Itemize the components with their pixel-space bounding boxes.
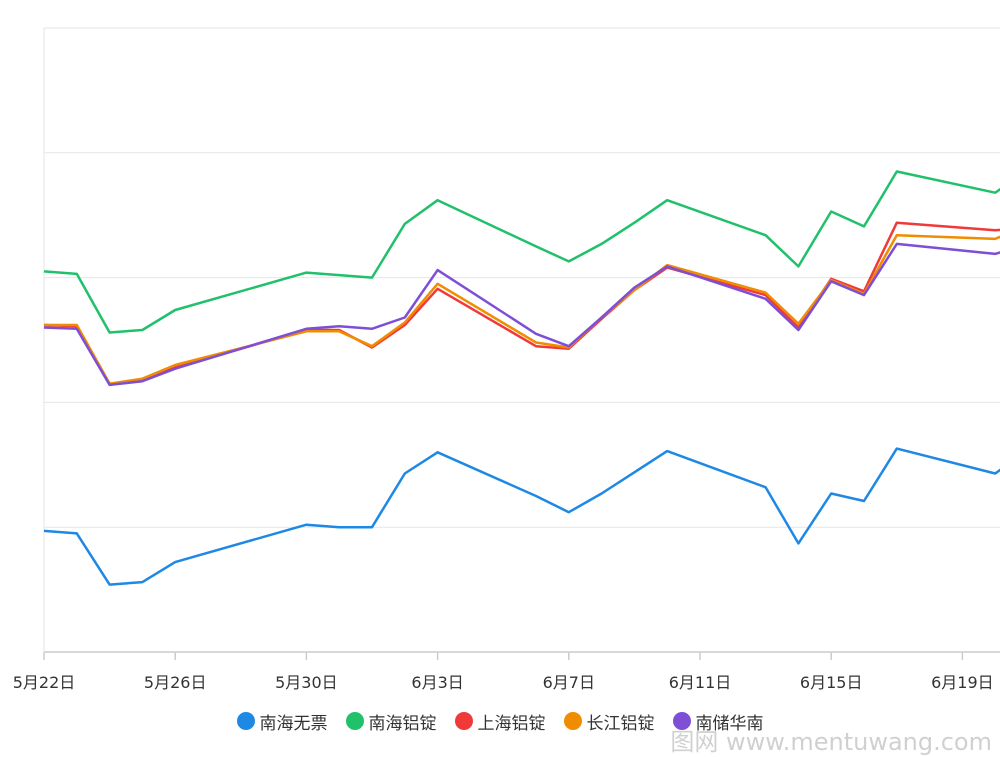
legend-label: 南海无票 bbox=[259, 713, 328, 734]
legend-dot-icon bbox=[454, 712, 473, 730]
legend-item-nanchu-huanan[interactable]: 南储华南 bbox=[672, 709, 764, 734]
x-tick-label: 6月19日 bbox=[931, 673, 994, 692]
series-line-1[interactable] bbox=[43, 170, 1000, 334]
legend-dot-icon bbox=[236, 712, 255, 730]
legend-item-nanhai-lvding[interactable]: 南海铝锭 bbox=[345, 709, 437, 734]
legend: 南海无票 南海铝锭 上海铝锭 长江铝锭 南储华南 bbox=[0, 706, 1000, 736]
legend-dot-icon bbox=[672, 712, 691, 730]
legend-item-changjiang-lvding[interactable]: 长江铝锭 bbox=[563, 709, 655, 734]
x-axis: 5月22日 5月26日 5月30日 6月3日 6月7日 6月11日 6月15日 6月19日 bbox=[13, 28, 1000, 692]
watermark: 图网 www.mentuwang.com bbox=[670, 728, 992, 756]
series-line-0[interactable] bbox=[43, 447, 1000, 586]
x-tick-label: 5月30日 bbox=[275, 673, 338, 692]
legend-label: 上海铝锭 bbox=[477, 713, 546, 734]
series-line-2[interactable] bbox=[43, 221, 1000, 385]
legend-item-nanhai-wupiao[interactable]: 南海无票 bbox=[236, 709, 328, 734]
legend-label: 南储华南 bbox=[695, 713, 764, 734]
x-tick-label: 6月3日 bbox=[411, 673, 463, 692]
line-chart: 5月22日 5月26日 5月30日 6月3日 6月7日 6月11日 6月15日 6月19日 bbox=[13, 27, 1000, 692]
series-line-3[interactable] bbox=[44, 225, 1000, 385]
x-tick-label: 6月7日 bbox=[543, 673, 595, 692]
legend-dot-icon bbox=[563, 712, 582, 730]
x-tick-label: 6月15日 bbox=[800, 673, 863, 692]
legend-dot-icon bbox=[345, 712, 364, 730]
x-tick-label: 5月26日 bbox=[144, 673, 207, 692]
x-tick-label: 5月22日 bbox=[13, 673, 76, 692]
x-tick-label: 6月11日 bbox=[669, 673, 732, 692]
legend-label: 长江铝锭 bbox=[586, 713, 655, 734]
series-line-4[interactable] bbox=[43, 242, 1000, 387]
legend-item-shanghai-lvding[interactable]: 上海铝锭 bbox=[454, 709, 546, 734]
series-lines bbox=[43, 170, 1000, 586]
legend-label: 南海铝锭 bbox=[368, 713, 437, 734]
